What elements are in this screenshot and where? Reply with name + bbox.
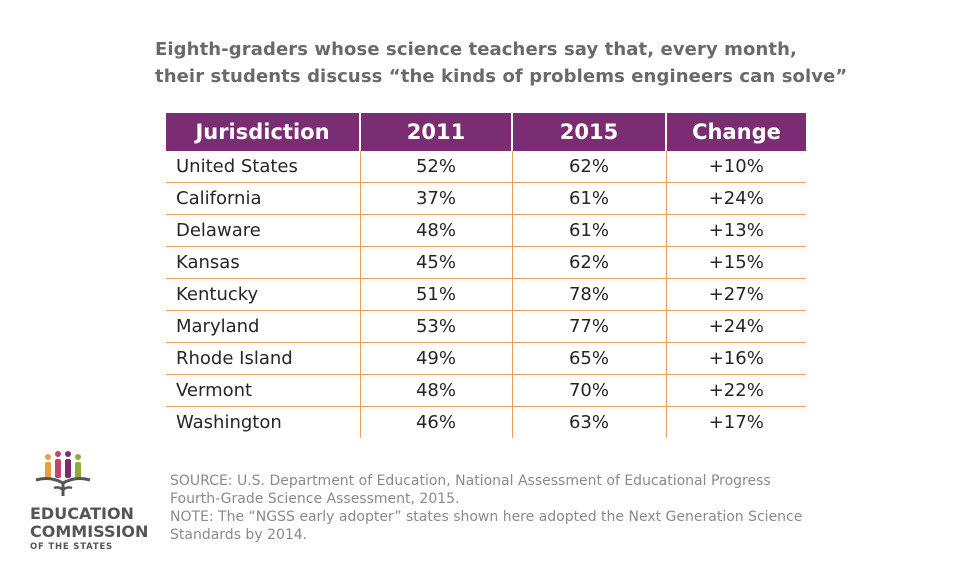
cell-2015: 62% <box>511 246 666 279</box>
cell-2011: 51% <box>359 278 512 311</box>
cell-change: +27% <box>665 278 806 311</box>
cell-jurisdiction: California <box>166 182 360 215</box>
cell-jurisdiction: Delaware <box>166 214 360 247</box>
cell-2011: 52% <box>359 151 512 183</box>
source-line-1: SOURCE: U.S. Department of Education, Na… <box>170 473 771 489</box>
source-notes: SOURCE: U.S. Department of Education, Na… <box>170 472 930 544</box>
source-line-2: Fourth-Grade Science Assessment, 2015. <box>170 491 460 507</box>
title-line-1: Eighth-graders whose science teachers sa… <box>155 39 797 60</box>
cell-2011: 48% <box>359 374 512 407</box>
cell-change: +10% <box>665 151 806 183</box>
cell-2015: 70% <box>511 374 666 407</box>
cell-2015: 65% <box>511 342 666 375</box>
logo-text-line-1: EDUCATION <box>30 504 134 523</box>
logo-text-line-2: COMMISSION <box>30 522 149 541</box>
cell-2011: 48% <box>359 214 512 247</box>
cell-change: +13% <box>665 214 806 247</box>
note-line-2: Standards by 2014. <box>170 527 308 543</box>
table-header-row: Jurisdiction 2011 2015 Change <box>166 113 806 151</box>
cell-jurisdiction: Maryland <box>166 310 360 343</box>
cell-2015: 61% <box>511 182 666 215</box>
header-jurisdiction: Jurisdiction <box>166 113 360 151</box>
cell-2011: 45% <box>359 246 512 279</box>
table-row: California 37% 61% +24% <box>166 182 806 215</box>
table-row: Kansas 45% 62% +15% <box>166 246 806 279</box>
cell-change: +17% <box>665 406 806 438</box>
note-line-1: NOTE: The “NGSS early adopter” states sh… <box>170 509 803 525</box>
header-2011: 2011 <box>359 113 512 151</box>
table-row: Washington 46% 63% +17% <box>166 406 806 438</box>
cell-jurisdiction: Washington <box>176 412 282 433</box>
header-2015: 2015 <box>511 113 666 151</box>
cell-jurisdiction: Kentucky <box>166 278 360 311</box>
cell-change: +22% <box>665 374 806 407</box>
table-row: Vermont 48% 70% +22% <box>166 374 806 407</box>
cell-jurisdiction: Rhode Island <box>166 342 360 375</box>
header-change: Change <box>665 113 806 151</box>
cell-2015: 63% <box>511 406 666 438</box>
table-row: United States 52% 62% +10% <box>166 151 806 183</box>
cell-2011: 37% <box>359 182 512 215</box>
table-row: Delaware 48% 61% +13% <box>166 214 806 247</box>
cell-jurisdiction: United States <box>166 151 360 183</box>
logo-text-line-3: OF THE STATES <box>30 542 113 552</box>
cell-2015: 77% <box>511 310 666 343</box>
table-row: Maryland 53% 77% +24% <box>166 310 806 343</box>
cell-change: +24% <box>665 182 806 215</box>
data-table: Jurisdiction 2011 2015 Change United Sta… <box>166 113 806 438</box>
cell-jurisdiction: Kansas <box>166 246 360 279</box>
ecs-logo: EDUCATION COMMISSION OF THE STATES <box>26 450 156 560</box>
cell-change: +15% <box>665 246 806 279</box>
chart-title: Eighth-graders whose science teachers sa… <box>155 36 875 90</box>
cell-2011: 46% <box>359 406 512 438</box>
cell-2011: 53% <box>359 310 512 343</box>
cell-change: +24% <box>665 310 806 343</box>
cell-2015: 61% <box>511 214 666 247</box>
table-row: Rhode Island 49% 65% +16% <box>166 342 806 375</box>
people-book-icon <box>35 451 91 496</box>
cell-2015: 62% <box>511 151 666 183</box>
cell-2015: 78% <box>511 278 666 311</box>
table-row: Kentucky 51% 78% +27% <box>166 278 806 311</box>
cell-2011: 49% <box>359 342 512 375</box>
title-line-2: their students discuss “the kinds of pro… <box>155 66 848 87</box>
cell-jurisdiction: Vermont <box>166 374 360 407</box>
cell-change: +16% <box>665 342 806 375</box>
